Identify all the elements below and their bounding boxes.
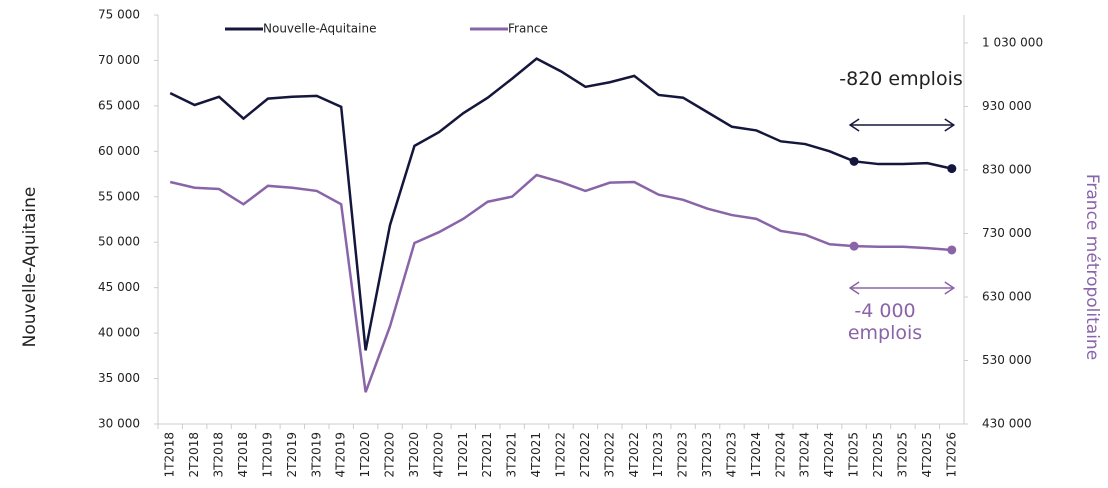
annotation: -4 000 emplois — [847, 300, 923, 344]
x-tick-label: 4T2022 — [627, 432, 641, 478]
x-tick-label: 2T2018 — [187, 432, 201, 478]
y-axis-title: Nouvelle-Aquitaine — [20, 187, 40, 348]
x-tick-label: 1T2026 — [944, 432, 958, 478]
x-tick-label: 4T2025 — [920, 432, 934, 478]
x-tick-label: 1T2021 — [456, 432, 470, 478]
y2-tick-label: 630 000 — [982, 289, 1032, 303]
x-tick-label: 3T2025 — [895, 432, 909, 478]
x-tick-label: 2T2020 — [383, 432, 397, 478]
marker — [849, 241, 859, 251]
arrow-head — [848, 118, 860, 132]
series-line — [169, 173, 952, 393]
legend-label: Nouvelle-Aquitaine — [263, 22, 376, 36]
x-tick-label: 3T2019 — [309, 432, 323, 478]
x-tick-label: 3T2023 — [700, 432, 714, 478]
marker — [947, 164, 957, 174]
x-tick-label: 2T2021 — [480, 432, 494, 478]
x-tick-label: 1T2019 — [260, 432, 274, 478]
y2-tick-label: 1 030 000 — [982, 35, 1043, 49]
x-tick-label: 2T2024 — [773, 432, 787, 478]
x-tick-label: 4T2023 — [724, 432, 738, 478]
y-tick-label: 45 000 — [98, 280, 140, 294]
y-tick-label: 50 000 — [98, 235, 140, 249]
y-tick-label: 70 000 — [98, 53, 140, 67]
y-tick-label: 55 000 — [98, 189, 140, 203]
x-tick-label: 4T2018 — [236, 432, 250, 478]
x-tick-label: 1T2020 — [358, 432, 372, 478]
x-tick-label: 3T2022 — [602, 432, 616, 478]
marker — [849, 156, 859, 166]
series-line — [169, 57, 953, 351]
x-tick-label: 4T2020 — [431, 432, 445, 478]
y2-tick-label: 930 000 — [982, 99, 1032, 113]
marker — [947, 245, 957, 255]
y-tick-label: 60 000 — [98, 144, 140, 158]
x-tick-label: 3T2021 — [505, 432, 519, 478]
y2-tick-label: 730 000 — [982, 226, 1032, 240]
x-tick-label: 1T2025 — [847, 432, 861, 478]
x-tick-label: 3T2020 — [407, 432, 421, 478]
y-tick-label: 35 000 — [98, 371, 140, 385]
y2-tick-label: 430 000 — [982, 417, 1032, 431]
y-tick-label: 65 000 — [98, 98, 140, 112]
y2-axis-title: France métropolitaine — [1082, 174, 1102, 360]
y2-tick-label: 830 000 — [982, 162, 1032, 176]
arrow-head — [848, 281, 860, 295]
x-tick-label: 2T2025 — [871, 432, 885, 478]
y2-tick-label: 530 000 — [982, 353, 1032, 367]
x-tick-label: 4T2024 — [822, 432, 836, 478]
y-tick-label: 75 000 — [98, 8, 140, 22]
x-tick-label: 2T2019 — [285, 432, 299, 478]
x-tick-label: 1T2018 — [163, 432, 177, 478]
x-tick-label: 3T2024 — [798, 432, 812, 478]
annotation: -820 emplois — [839, 68, 963, 90]
x-tick-label: 4T2021 — [529, 432, 543, 478]
x-tick-label: 1T2023 — [651, 432, 665, 478]
arrow-head — [944, 281, 956, 295]
x-tick-label: 4T2019 — [334, 432, 348, 478]
x-tick-label: 3T2018 — [212, 432, 226, 478]
y-tick-label: 30 000 — [98, 417, 140, 431]
x-tick-label: 2T2022 — [578, 432, 592, 478]
arrow-head — [944, 118, 956, 132]
x-tick-label: 2T2023 — [676, 432, 690, 478]
x-tick-label: 1T2024 — [749, 432, 763, 478]
x-tick-label: 1T2022 — [554, 432, 568, 478]
y-tick-label: 40 000 — [98, 326, 140, 340]
legend-label: France — [508, 22, 548, 36]
